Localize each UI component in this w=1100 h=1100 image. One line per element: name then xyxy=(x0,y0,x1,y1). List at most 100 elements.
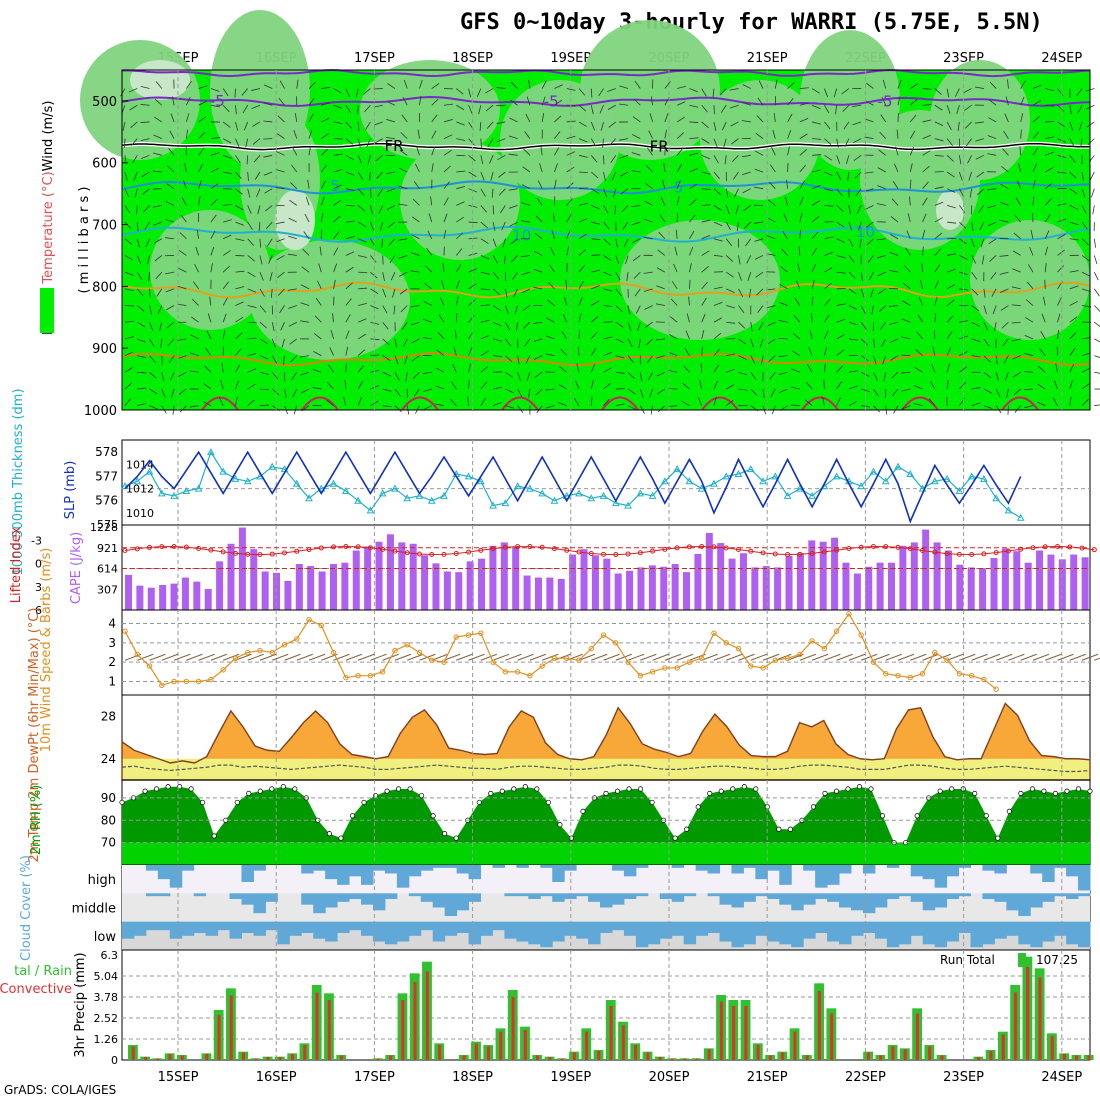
wind-barb xyxy=(901,354,911,356)
wind-barb xyxy=(413,388,420,397)
wind-barb xyxy=(253,155,261,163)
wind-barb xyxy=(578,264,586,273)
cape-bar xyxy=(660,566,668,610)
wind-barb xyxy=(841,88,850,95)
wind-barb xyxy=(247,305,257,308)
wind-barb xyxy=(517,405,524,414)
wind-barb xyxy=(392,288,396,298)
wind-barb xyxy=(858,221,862,231)
li-ylabel: Lifted Index xyxy=(9,526,24,603)
rh2m-point xyxy=(257,788,263,794)
thickness-point xyxy=(759,477,767,485)
thickness-point xyxy=(943,474,951,482)
wind-barb xyxy=(140,138,150,142)
wind-barb xyxy=(533,268,543,273)
cloud-cell xyxy=(241,921,254,933)
wind-barb xyxy=(223,171,233,175)
cloud-cell xyxy=(839,921,852,945)
wind-barb xyxy=(329,347,334,356)
slp-line xyxy=(124,450,1022,524)
thickness-point xyxy=(661,477,669,485)
thickness-point xyxy=(342,486,350,494)
thickness-point xyxy=(305,494,313,502)
wind-barb xyxy=(1038,365,1046,373)
cloud-cell xyxy=(456,865,470,874)
cloud-cell xyxy=(133,921,147,936)
wind-barb xyxy=(1069,316,1078,323)
wind-barb xyxy=(547,299,555,306)
cape-bar xyxy=(489,545,497,610)
wind-barb xyxy=(524,131,531,139)
wind-barb xyxy=(382,321,389,330)
wind-barb xyxy=(521,184,531,190)
rh2m-low-band xyxy=(122,842,1090,865)
wind-barb xyxy=(619,103,629,106)
wind-barb xyxy=(207,313,212,323)
thickness-point xyxy=(808,491,816,499)
wind-barb xyxy=(1037,383,1046,390)
wind-barb xyxy=(504,305,509,315)
wind-barb xyxy=(793,315,801,323)
cape-bar xyxy=(341,562,349,610)
wind-barb xyxy=(854,171,862,179)
cloud-cell xyxy=(301,865,314,874)
wind-tick: 2 xyxy=(108,655,116,669)
wind-barb xyxy=(971,271,978,280)
wind-barb xyxy=(545,405,555,409)
cloud-cell xyxy=(444,893,458,916)
thickness-point xyxy=(599,491,608,499)
wind-barb xyxy=(510,238,518,245)
wind-barb xyxy=(959,238,967,245)
wind-barb xyxy=(292,388,298,398)
wind-barb xyxy=(427,230,433,239)
wind-barb xyxy=(277,115,285,123)
wind-barb xyxy=(971,288,979,296)
day-gridlines xyxy=(177,865,1063,950)
wind-barb xyxy=(799,164,806,173)
wind-barb xyxy=(701,88,707,97)
thickness-point xyxy=(624,501,632,509)
wind-barb xyxy=(676,196,680,206)
cloud-cell xyxy=(743,865,756,868)
cape-bar xyxy=(261,571,269,610)
cloud-cell xyxy=(695,921,709,936)
wind-barb xyxy=(848,370,858,373)
wind-barb xyxy=(355,88,359,98)
wind-barb xyxy=(480,188,486,197)
wind-barb xyxy=(566,230,571,239)
wind-barb xyxy=(520,255,530,258)
wind-barb xyxy=(386,119,396,123)
wind-barb xyxy=(456,185,466,190)
wind-barb xyxy=(345,171,355,176)
wind-barb-10m xyxy=(456,653,473,661)
wind-barb xyxy=(456,121,465,126)
thickness-point xyxy=(231,474,240,482)
wind-barb xyxy=(845,155,850,165)
wind-barb xyxy=(317,280,322,290)
wind-barb xyxy=(198,163,204,173)
wind-barb xyxy=(799,118,809,123)
wind-barb xyxy=(578,138,588,143)
cloud-cell xyxy=(193,921,207,933)
cloud-cell xyxy=(970,921,983,948)
wind-barb-10m xyxy=(517,653,534,661)
cloud-cell xyxy=(1066,893,1079,899)
wind-barb xyxy=(866,238,874,246)
cape-bar xyxy=(250,549,258,610)
wind-barb xyxy=(235,155,241,164)
wind-barb xyxy=(646,165,653,173)
wind-speed-point xyxy=(355,672,361,679)
wind-barb xyxy=(382,288,387,298)
wind-barb xyxy=(824,330,829,340)
wind-barb xyxy=(265,221,273,230)
wind-barb-10m xyxy=(480,653,498,661)
wind-barb xyxy=(890,233,899,240)
cape-bar xyxy=(500,542,508,610)
wind-barb xyxy=(824,105,830,114)
wind-barb xyxy=(374,138,383,144)
wind-barb xyxy=(387,221,396,228)
wind-barb-10m xyxy=(995,653,1013,661)
wind-barb xyxy=(1081,383,1090,390)
wind-barb xyxy=(333,279,336,289)
cloud-cell xyxy=(755,865,768,880)
